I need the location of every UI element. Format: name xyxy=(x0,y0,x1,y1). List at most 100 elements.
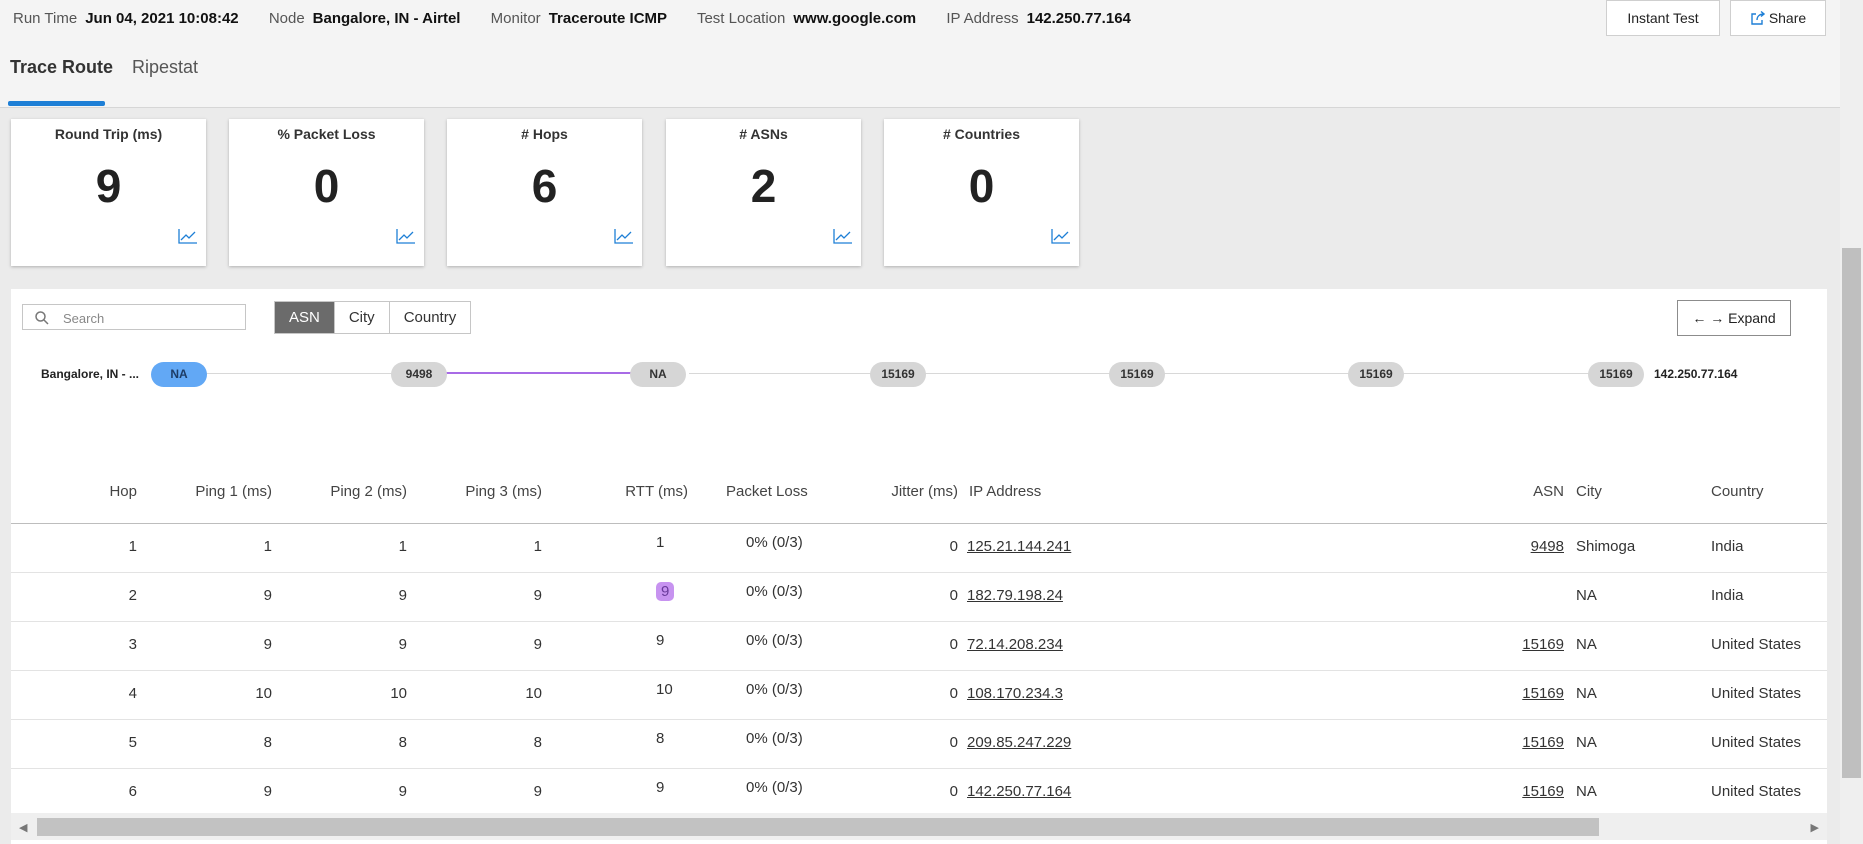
tab-ripestat[interactable]: Ripestat xyxy=(132,57,199,77)
col-ping1[interactable]: Ping 1 (ms) xyxy=(195,483,272,500)
trend-chart-icon[interactable] xyxy=(396,228,416,244)
toggle-country[interactable]: Country xyxy=(389,302,471,333)
col-ip-address[interactable]: IP Address xyxy=(969,483,1042,500)
path-node[interactable]: 15169 xyxy=(1348,362,1404,387)
cell-rtt-text: 9 xyxy=(656,582,675,601)
cell-packet-loss-text: 0% (0/3) xyxy=(746,779,803,796)
grouping-toggle: ASN City Country xyxy=(274,301,472,334)
path-node[interactable]: NA xyxy=(151,362,207,387)
cell-ip-address[interactable]: 142.250.77.164 xyxy=(967,783,1071,800)
cell-asn-text[interactable]: 9498 xyxy=(1530,538,1564,555)
cell-ping1-text: 9 xyxy=(263,636,272,653)
col-hop[interactable]: Hop xyxy=(109,483,137,500)
cell-ip-address[interactable]: 108.170.234.3 xyxy=(967,685,1063,702)
path-segment-highlighted xyxy=(443,372,633,374)
ip-address-value: 142.250.77.164 xyxy=(1026,10,1131,27)
cell-country-text: India xyxy=(1711,538,1744,555)
cell-jitter: 0 xyxy=(950,685,958,702)
toggle-city[interactable]: City xyxy=(334,302,390,333)
scroll-right-icon[interactable]: ▶ xyxy=(1810,822,1819,834)
cell-city: Shimoga xyxy=(1576,538,1635,555)
tab-trace-route[interactable]: Trace Route xyxy=(10,57,114,77)
cell-ping2-text: 8 xyxy=(398,734,407,751)
search-icon xyxy=(35,311,49,325)
cell-rtt: 9 xyxy=(656,779,664,796)
test-location-value: www.google.com xyxy=(793,10,917,27)
cell-ping3: 8 xyxy=(534,734,542,751)
instant-test-button[interactable]: Instant Test xyxy=(1606,0,1720,36)
cell-ping1-text: 9 xyxy=(263,587,272,604)
table-row: 2 9 9 9 9 0% (0/3) 0 182.79.198.24 NA India xyxy=(11,573,1827,622)
cell-hop-text: 3 xyxy=(128,636,137,653)
col-ping3[interactable]: Ping 3 (ms) xyxy=(465,483,542,500)
cell-jitter: 0 xyxy=(950,734,958,751)
cell-ip-address-text[interactable]: 182.79.198.24 xyxy=(967,587,1063,604)
toggle-asn[interactable]: ASN xyxy=(275,302,335,333)
cell-ping3: 10 xyxy=(525,685,542,702)
scroll-left-icon[interactable]: ◀ xyxy=(19,822,28,834)
cell-hop: 6 xyxy=(129,783,137,800)
cell-ip-address[interactable]: 125.21.144.241 xyxy=(967,538,1071,555)
cell-jitter-text: 0 xyxy=(949,685,958,702)
path-node[interactable]: 15169 xyxy=(1109,362,1165,387)
cell-asn[interactable]: 15169 xyxy=(1522,685,1564,702)
cell-ip-address-text[interactable]: 125.21.144.241 xyxy=(967,538,1072,555)
cell-ping2-text: 1 xyxy=(398,538,407,555)
horizontal-scroll-thumb[interactable] xyxy=(37,818,1599,836)
cell-country: India xyxy=(1711,538,1744,555)
trend-chart-icon[interactable] xyxy=(614,228,634,244)
cell-ip-address-text[interactable]: 108.170.234.3 xyxy=(967,685,1063,702)
share-button[interactable]: Share xyxy=(1730,0,1826,36)
cell-jitter: 0 xyxy=(950,636,958,653)
card-title: # Countries xyxy=(942,126,1020,142)
path-node[interactable]: 15169 xyxy=(870,362,926,387)
cell-asn-text[interactable]: 15169 xyxy=(1522,636,1564,653)
col-rtt[interactable]: RTT (ms) xyxy=(625,483,688,500)
cell-asn[interactable]: 15169 xyxy=(1522,636,1564,653)
cell-jitter-text: 0 xyxy=(949,587,958,604)
cell-country: United States xyxy=(1711,734,1801,751)
cell-ip-address[interactable]: 182.79.198.24 xyxy=(967,587,1063,604)
vertical-scrollbar[interactable] xyxy=(1840,0,1863,844)
col-jitter[interactable]: Jitter (ms) xyxy=(891,483,958,500)
horizontal-scrollbar[interactable]: ◀ ▶ xyxy=(11,813,1827,840)
path-node[interactable]: 9498 xyxy=(391,362,447,387)
col-country[interactable]: Country xyxy=(1711,483,1764,500)
cell-ip-address[interactable]: 209.85.247.229 xyxy=(967,734,1071,751)
cell-ip-address-text[interactable]: 142.250.77.164 xyxy=(967,783,1072,800)
cell-asn-text[interactable]: 15169 xyxy=(1522,685,1564,702)
cell-asn-text[interactable]: 15169 xyxy=(1522,783,1564,800)
path-node[interactable]: 15169 xyxy=(1588,362,1644,387)
cell-city-text: NA xyxy=(1576,734,1597,751)
cell-country: United States xyxy=(1711,783,1801,800)
vertical-scroll-thumb[interactable] xyxy=(1842,248,1861,778)
cell-country-text: United States xyxy=(1711,734,1802,751)
col-ping2[interactable]: Ping 2 (ms) xyxy=(330,483,407,500)
path-node[interactable]: NA xyxy=(630,362,686,387)
expand-button[interactable]: ← → Expand xyxy=(1677,300,1791,336)
trend-chart-icon[interactable] xyxy=(178,228,198,244)
trend-chart-icon[interactable] xyxy=(833,228,853,244)
cell-country: India xyxy=(1711,587,1744,604)
cell-asn[interactable]: 15169 xyxy=(1522,783,1564,800)
cell-asn-text[interactable]: 15169 xyxy=(1522,734,1564,751)
cell-ping1: 9 xyxy=(264,783,272,800)
trend-chart-icon[interactable] xyxy=(1051,228,1071,244)
cell-rtt-text: 9 xyxy=(656,632,665,649)
cell-asn[interactable]: 9498 xyxy=(1531,538,1564,555)
cell-rtt-text: 9 xyxy=(656,779,665,796)
cell-ip-address-text[interactable]: 209.85.247.229 xyxy=(967,734,1072,751)
search-input[interactable] xyxy=(61,308,240,328)
cell-asn[interactable]: 15169 xyxy=(1522,734,1564,751)
col-packet-loss[interactable]: Packet Loss xyxy=(726,483,808,500)
cell-hop-text: 1 xyxy=(128,538,137,555)
cell-city: NA xyxy=(1576,685,1597,702)
card-value: 2 xyxy=(750,160,777,212)
cell-ip-address-text[interactable]: 72.14.208.234 xyxy=(967,636,1063,653)
cell-ip-address[interactable]: 72.14.208.234 xyxy=(967,636,1063,653)
cell-city-text: NA xyxy=(1576,783,1597,800)
col-city[interactable]: City xyxy=(1576,483,1602,500)
cell-ping2: 9 xyxy=(399,783,407,800)
col-asn[interactable]: ASN xyxy=(1533,483,1564,500)
hops-card: # Hops 6 xyxy=(447,119,642,266)
